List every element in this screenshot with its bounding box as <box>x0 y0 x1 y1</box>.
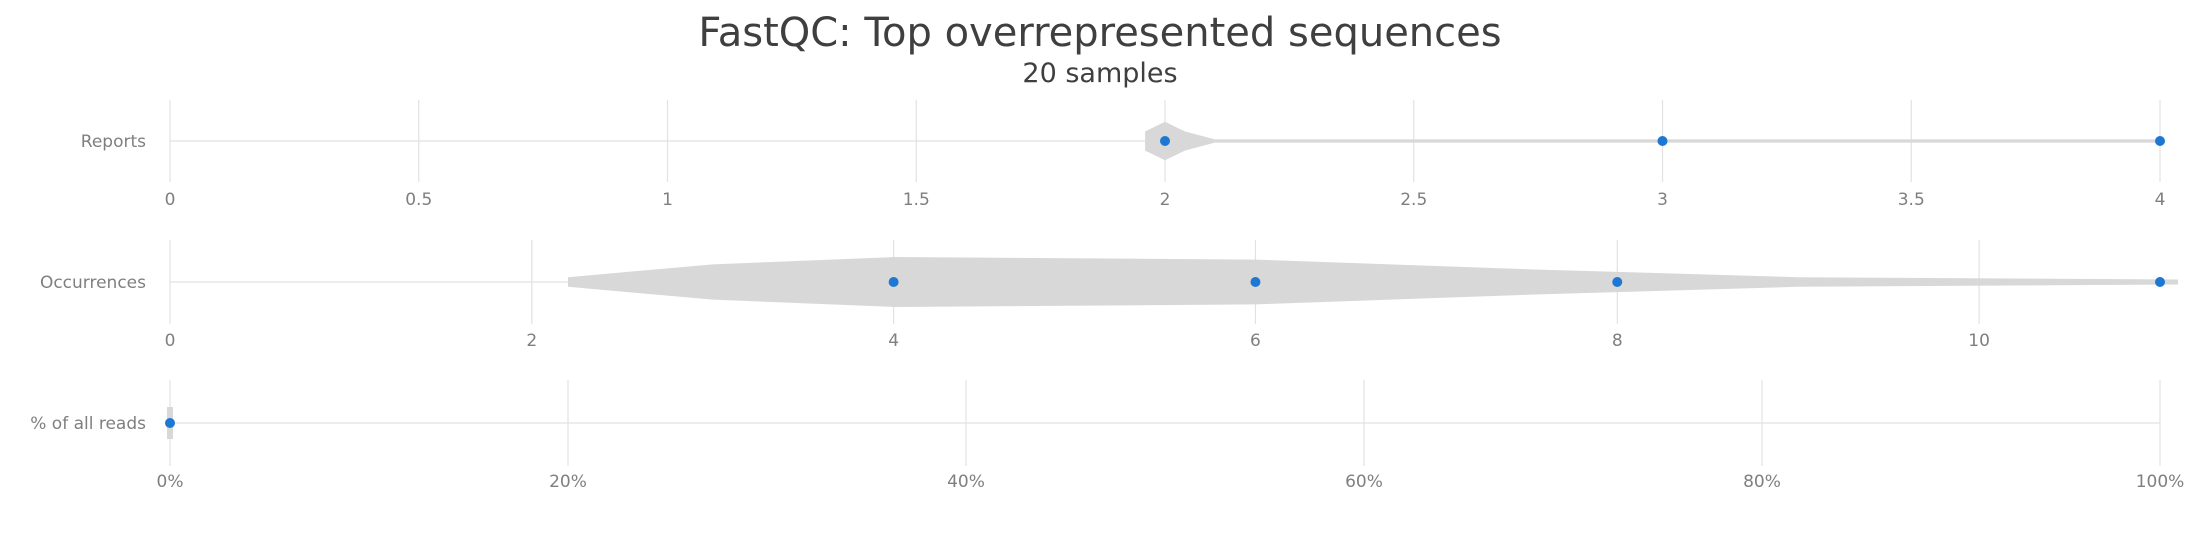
tick-label: 4 <box>2155 190 2166 210</box>
tick-label: 2.5 <box>1400 190 1427 210</box>
data-point[interactable] <box>2155 136 2165 146</box>
tick-label: 10 <box>1968 331 1990 351</box>
data-point[interactable] <box>888 277 899 287</box>
data-point[interactable] <box>2155 277 2165 287</box>
violin-shape <box>568 257 2179 307</box>
row-label: % of all reads <box>30 414 146 434</box>
tick-label: 0 <box>165 331 176 351</box>
data-point[interactable] <box>1612 277 1623 287</box>
tick-label: 1 <box>662 190 673 210</box>
tick-label: 3.5 <box>1898 190 1925 210</box>
tick-label: 40% <box>947 472 985 492</box>
tick-label: 1.5 <box>903 190 930 210</box>
row-label: Reports <box>81 132 146 152</box>
tick-label: 6 <box>1250 331 1261 351</box>
chart-title: FastQC: Top overrepresented sequences <box>698 10 1502 56</box>
tick-label: 80% <box>1743 472 1781 492</box>
tick-label: 100% <box>2136 472 2185 492</box>
tick-label: 2 <box>526 331 537 351</box>
tick-label: 8 <box>1612 331 1623 351</box>
tick-label: 60% <box>1345 472 1383 492</box>
tick-label: 0 <box>165 190 176 210</box>
data-point[interactable] <box>1160 136 1170 146</box>
chart-subtitle: 20 samples <box>1022 58 1178 89</box>
row-label: Occurrences <box>40 273 146 293</box>
data-point[interactable] <box>165 418 175 428</box>
tick-label: 4 <box>888 331 899 351</box>
tick-label: 20% <box>549 472 587 492</box>
data-point[interactable] <box>1250 277 1261 287</box>
violin-shape <box>1145 121 2160 161</box>
tick-label: 0% <box>157 472 184 492</box>
tick-label: 2 <box>1160 190 1171 210</box>
tick-label: 3 <box>1657 190 1668 210</box>
data-point[interactable] <box>1657 136 1668 146</box>
tick-label: 0.5 <box>405 190 432 210</box>
